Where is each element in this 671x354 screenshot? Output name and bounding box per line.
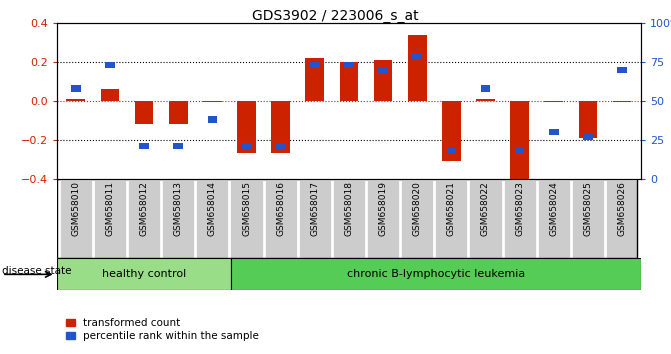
- Bar: [408, 35, 427, 101]
- FancyBboxPatch shape: [333, 179, 365, 258]
- Bar: [374, 60, 393, 101]
- Bar: [271, 101, 290, 154]
- Bar: [276, 143, 285, 149]
- Legend: transformed count, percentile rank within the sample: transformed count, percentile rank withi…: [62, 314, 263, 345]
- Bar: [578, 101, 597, 138]
- Bar: [549, 129, 558, 135]
- Text: GSM658022: GSM658022: [481, 181, 490, 236]
- Bar: [544, 101, 563, 102]
- FancyBboxPatch shape: [435, 179, 468, 258]
- Bar: [510, 101, 529, 179]
- Bar: [515, 148, 525, 154]
- Text: GSM658012: GSM658012: [140, 181, 148, 236]
- Bar: [310, 62, 319, 68]
- Bar: [476, 99, 495, 101]
- Text: GSM658020: GSM658020: [413, 181, 421, 236]
- FancyBboxPatch shape: [572, 179, 604, 258]
- FancyBboxPatch shape: [401, 179, 433, 258]
- FancyBboxPatch shape: [231, 258, 641, 290]
- Text: healthy control: healthy control: [102, 269, 187, 279]
- FancyBboxPatch shape: [94, 179, 126, 258]
- Text: GSM658015: GSM658015: [242, 181, 251, 236]
- Text: GSM658018: GSM658018: [344, 181, 354, 236]
- Text: GSM658024: GSM658024: [550, 181, 558, 236]
- FancyBboxPatch shape: [197, 179, 228, 258]
- Text: GSM658025: GSM658025: [583, 181, 592, 236]
- Bar: [242, 143, 251, 149]
- Text: GSM658010: GSM658010: [71, 181, 81, 236]
- Bar: [101, 89, 119, 101]
- Text: GSM658016: GSM658016: [276, 181, 285, 236]
- Text: disease state: disease state: [2, 266, 72, 276]
- Text: GSM658017: GSM658017: [310, 181, 319, 236]
- Bar: [442, 101, 461, 161]
- Text: GSM658013: GSM658013: [174, 181, 183, 236]
- FancyBboxPatch shape: [264, 179, 297, 258]
- Text: GDS3902 / 223006_s_at: GDS3902 / 223006_s_at: [252, 9, 419, 23]
- FancyBboxPatch shape: [470, 179, 501, 258]
- FancyBboxPatch shape: [606, 179, 638, 258]
- Bar: [71, 85, 81, 92]
- FancyBboxPatch shape: [503, 179, 535, 258]
- FancyBboxPatch shape: [128, 179, 160, 258]
- Bar: [237, 101, 256, 154]
- Bar: [66, 99, 85, 101]
- Bar: [135, 101, 154, 124]
- Bar: [305, 58, 324, 101]
- Bar: [583, 133, 592, 140]
- Bar: [105, 62, 115, 68]
- Bar: [344, 62, 354, 68]
- Text: GSM658014: GSM658014: [208, 181, 217, 236]
- Bar: [617, 67, 627, 73]
- FancyBboxPatch shape: [162, 179, 195, 258]
- Bar: [203, 101, 221, 102]
- Bar: [447, 148, 456, 154]
- Text: GSM658026: GSM658026: [617, 181, 627, 236]
- FancyBboxPatch shape: [230, 179, 262, 258]
- Bar: [340, 62, 358, 101]
- FancyBboxPatch shape: [57, 258, 231, 290]
- Bar: [207, 116, 217, 123]
- Bar: [613, 101, 631, 102]
- Text: GSM658023: GSM658023: [515, 181, 524, 236]
- Bar: [480, 85, 491, 92]
- Text: GSM658011: GSM658011: [105, 181, 115, 236]
- FancyBboxPatch shape: [60, 179, 92, 258]
- Text: GSM658019: GSM658019: [378, 181, 388, 236]
- Bar: [173, 143, 183, 149]
- Bar: [169, 101, 188, 124]
- Bar: [140, 143, 149, 149]
- Bar: [413, 54, 422, 61]
- FancyBboxPatch shape: [299, 179, 331, 258]
- Bar: [378, 67, 388, 73]
- FancyBboxPatch shape: [537, 179, 570, 258]
- Text: GSM658021: GSM658021: [447, 181, 456, 236]
- Text: chronic B-lymphocytic leukemia: chronic B-lymphocytic leukemia: [347, 269, 525, 279]
- FancyBboxPatch shape: [367, 179, 399, 258]
